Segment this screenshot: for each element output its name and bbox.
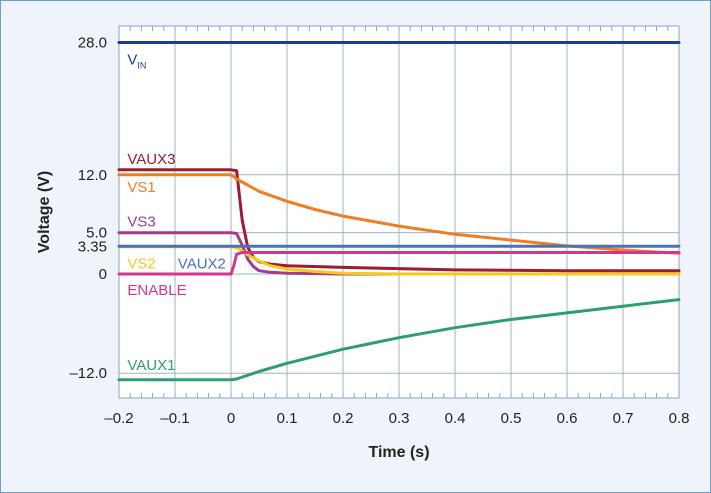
series-label-vs3: VS3 bbox=[127, 214, 155, 231]
series-line-vaux1 bbox=[117, 298, 681, 382]
series-label-subscript: IN bbox=[137, 61, 146, 71]
series-label-enable: ENABLE bbox=[127, 282, 186, 299]
series-lines bbox=[117, 41, 681, 382]
x-tick-label: 0.6 bbox=[557, 410, 578, 427]
x-tick-label: 0.4 bbox=[445, 410, 466, 427]
series-label-vaux2: VAUX2 bbox=[178, 255, 226, 272]
axes: –0.2 –0.1 0 0.1 0.2 0.3 0.4 0.5 0.6 0.7 0.8 28.0 12.… bbox=[69, 25, 690, 427]
x-tick-label: 0.8 bbox=[669, 410, 690, 427]
x-tick-label: –0.2 bbox=[104, 410, 133, 427]
y-tick-label: 5.0 bbox=[86, 225, 107, 242]
x-tick-label: 0 bbox=[227, 410, 235, 427]
x-tick-label: –0.1 bbox=[160, 410, 189, 427]
y-axis-title: Voltage (V) bbox=[36, 171, 53, 253]
series-label-vaux3: VAUX3 bbox=[127, 151, 175, 168]
y-tick-label: 12.0 bbox=[78, 167, 107, 184]
series-label-vs2: VS2 bbox=[127, 256, 155, 273]
x-tick-label: 0.3 bbox=[389, 410, 410, 427]
y-tick-label: 0 bbox=[99, 266, 107, 283]
series-label-vs1: VS1 bbox=[127, 179, 155, 196]
y-tick-label: –12.0 bbox=[69, 365, 107, 382]
x-tick-label: 0.5 bbox=[501, 410, 522, 427]
x-tick-label: 0.1 bbox=[277, 410, 298, 427]
y-tick-label: 28.0 bbox=[78, 35, 107, 52]
x-tick-label: 0.2 bbox=[333, 410, 354, 427]
series-line-enable bbox=[117, 251, 681, 276]
series-label-vaux1: VAUX1 bbox=[127, 357, 175, 374]
x-tick-label: 0.7 bbox=[613, 410, 634, 427]
y-tick-label: 3.35 bbox=[78, 238, 107, 255]
x-axis-title: Time (s) bbox=[368, 444, 429, 461]
